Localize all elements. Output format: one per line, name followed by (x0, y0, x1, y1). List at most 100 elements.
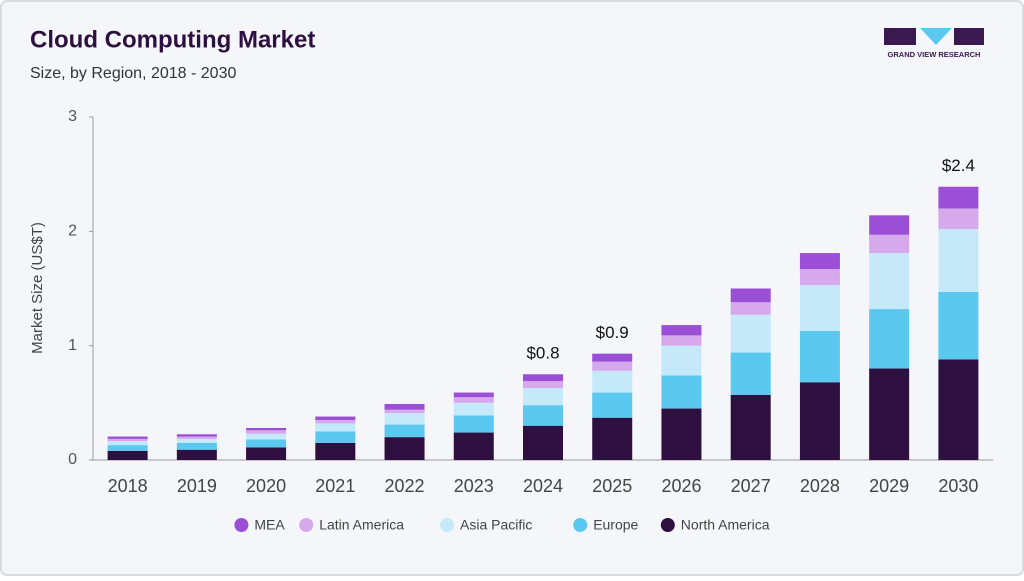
bar-segment (384, 413, 425, 425)
bar-segment (869, 234, 910, 254)
x-tick-label: 2021 (315, 476, 355, 496)
legend-label: Asia Pacific (460, 517, 532, 533)
y-tick-label: 2 (68, 223, 77, 240)
x-tick-label: 2029 (869, 476, 909, 496)
x-tick-label: 2025 (592, 476, 632, 496)
bar-segment (315, 416, 356, 420)
bar-segment (938, 186, 979, 209)
bar-segment (661, 345, 702, 376)
bar-segment (523, 425, 563, 460)
bar-segment (799, 382, 840, 460)
bar-segment (246, 430, 287, 434)
total-label: $2.4 (942, 156, 975, 175)
bar-segment (107, 445, 148, 451)
bar-segment (592, 353, 633, 362)
bar-segment (869, 309, 910, 369)
bar-segment (523, 405, 563, 426)
legend-label: Latin America (319, 517, 404, 533)
bar-segment (730, 302, 771, 315)
bar-segment (176, 442, 217, 450)
bar-segment (453, 392, 494, 398)
x-tick-label: 2018 (108, 476, 148, 496)
bar-segment (592, 417, 633, 460)
bar-segment (938, 291, 979, 360)
bar-segment (315, 431, 356, 443)
bar-segment (384, 409, 425, 414)
bar-segment (661, 375, 702, 409)
bar-segment (246, 439, 287, 448)
bar-segment (176, 449, 217, 460)
bar-segment (315, 423, 356, 432)
bar-segment (107, 450, 148, 460)
bar-segment (453, 397, 494, 403)
bar-segment (730, 288, 771, 303)
x-tick-label: 2030 (938, 476, 978, 496)
y-tick-label: 3 (68, 108, 77, 125)
bar-segment (799, 253, 840, 270)
total-label: $0.8 (526, 344, 559, 363)
x-tick-label: 2022 (385, 476, 425, 496)
bar-segment (592, 370, 633, 393)
bar-segment (938, 359, 979, 460)
x-tick-label: 2023 (454, 476, 494, 496)
legend-swatch (234, 518, 249, 532)
x-tick-label: 2024 (523, 476, 563, 496)
bar-segment (523, 381, 563, 388)
bar-segment (730, 314, 771, 353)
bar-segment (523, 387, 563, 406)
bar-segment (938, 229, 979, 292)
bar-segment (523, 374, 563, 382)
legend-label: Europe (593, 517, 638, 533)
bar-segment (592, 392, 633, 418)
bar-segment (384, 403, 425, 410)
bar-segment (799, 285, 840, 331)
x-tick-label: 2020 (246, 476, 286, 496)
bar-segment (107, 441, 148, 446)
bar-segment (453, 415, 494, 433)
bar-segment (176, 434, 217, 437)
legend-swatch (660, 518, 675, 532)
legend-label: MEA (254, 517, 285, 533)
bar-segment (869, 215, 910, 235)
bar-segment (453, 402, 494, 416)
legend-swatch (573, 518, 588, 532)
bar-segment (315, 442, 356, 460)
chart-subtitle: Size, by Region, 2018 - 2030 (30, 65, 236, 82)
bar-segment (592, 361, 633, 371)
bar-segment (799, 330, 840, 383)
bar-segment (107, 436, 148, 439)
bar-segment (315, 419, 356, 424)
logo-block (884, 28, 916, 45)
y-tick-label: 0 (68, 451, 77, 468)
x-tick-label: 2028 (800, 476, 840, 496)
bar-segment (453, 432, 494, 460)
bar-segment (799, 269, 840, 286)
bar-segment (384, 437, 425, 460)
total-label: $0.9 (596, 323, 629, 342)
bar-segment (176, 436, 217, 439)
x-tick-label: 2026 (661, 476, 701, 496)
bar-segment (869, 368, 910, 460)
bar-segment (246, 427, 287, 431)
logo-block (954, 28, 984, 45)
x-tick-label: 2019 (177, 476, 217, 496)
legend-swatch (440, 518, 454, 532)
logo-text: GRAND VIEW RESEARCH (888, 50, 981, 59)
bar-segment (246, 433, 287, 440)
bar-segment (869, 253, 910, 310)
bar-segment (661, 335, 702, 346)
bar-segment (661, 325, 702, 336)
x-tick-label: 2027 (731, 476, 771, 496)
chart-title: Cloud Computing Market (30, 26, 315, 53)
bar-segment (938, 208, 979, 230)
legend-label: North America (681, 517, 770, 533)
y-axis-label: Market Size (US$T) (29, 222, 46, 354)
legend-swatch (299, 518, 314, 532)
bar-segment (730, 352, 771, 395)
bar-segment (661, 408, 702, 460)
logo-triangle (920, 28, 952, 45)
bar-segment (176, 438, 217, 443)
logo: GRAND VIEW RESEARCH (884, 28, 984, 59)
